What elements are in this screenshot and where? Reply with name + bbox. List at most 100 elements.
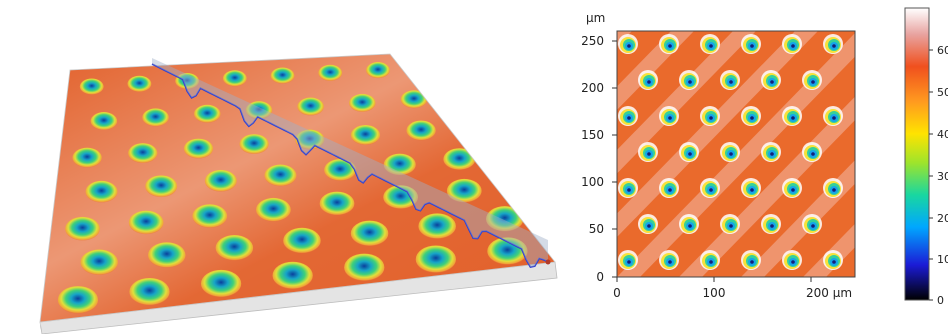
map-pit bbox=[782, 34, 802, 54]
surface-pit bbox=[183, 138, 214, 159]
surface-pit bbox=[383, 185, 419, 210]
map-pit bbox=[782, 178, 802, 198]
map-pit bbox=[659, 178, 679, 198]
surface-pit bbox=[297, 97, 324, 116]
map-pit bbox=[659, 250, 679, 270]
surface-pit bbox=[148, 242, 186, 269]
surface-pit bbox=[486, 206, 524, 232]
surface-pit bbox=[270, 67, 295, 84]
surface-pit bbox=[366, 62, 390, 79]
surface-pit bbox=[487, 237, 528, 266]
map-pit bbox=[741, 178, 761, 198]
surface-pit bbox=[192, 204, 228, 229]
surface-pit bbox=[142, 108, 169, 127]
surface-pit bbox=[200, 269, 242, 298]
surface-pit bbox=[350, 220, 389, 247]
map-pit bbox=[782, 106, 802, 126]
map-pit bbox=[802, 70, 822, 90]
map-pit bbox=[679, 214, 699, 234]
surface-pit bbox=[175, 72, 200, 90]
surface-pits bbox=[57, 62, 528, 314]
map-stripe bbox=[927, 31, 948, 277]
surface-pit bbox=[128, 143, 158, 164]
map-stripe bbox=[803, 223, 855, 277]
surface-pit bbox=[80, 249, 118, 276]
surface-pit bbox=[72, 147, 102, 168]
surface-pit bbox=[204, 169, 237, 192]
map-pit bbox=[823, 34, 843, 54]
scale-tick-30: 30 bbox=[937, 170, 948, 183]
surface-pit bbox=[319, 191, 355, 216]
map-pit bbox=[741, 250, 761, 270]
profile-shade bbox=[152, 58, 548, 268]
map-stripe bbox=[679, 96, 855, 277]
surface-pit bbox=[272, 261, 313, 290]
y-axis: 0 50 100 150 200 250 bbox=[581, 34, 617, 284]
map-stripe bbox=[617, 33, 855, 277]
x-tick-100: 100 bbox=[703, 286, 726, 300]
x-tick-0: 0 bbox=[613, 286, 621, 300]
map-pit bbox=[659, 106, 679, 126]
map-pit bbox=[638, 70, 658, 90]
surface-pit bbox=[443, 148, 476, 171]
scale-tick-60: 60 bbox=[937, 44, 948, 57]
map-pit bbox=[638, 214, 658, 234]
surface-pit bbox=[383, 153, 416, 176]
y-axis-unit: µm bbox=[586, 11, 605, 25]
map-pit bbox=[823, 178, 843, 198]
map-pit bbox=[720, 214, 740, 234]
map-pit bbox=[761, 214, 781, 234]
surface-pit bbox=[256, 197, 291, 222]
y-tick-100: 100 bbox=[581, 175, 604, 189]
surface-pit bbox=[349, 93, 376, 113]
map-pit bbox=[741, 34, 761, 54]
surface-pit bbox=[446, 178, 482, 203]
y-tick-200: 200 bbox=[581, 81, 604, 95]
surface-pit bbox=[418, 213, 456, 240]
map-pit bbox=[761, 70, 781, 90]
map-pit bbox=[741, 106, 761, 126]
map-stripe bbox=[617, 31, 756, 174]
surface-pit bbox=[295, 129, 325, 150]
map-pit bbox=[679, 142, 699, 162]
map-pit bbox=[618, 178, 638, 198]
surface-pit bbox=[400, 90, 428, 109]
x-tick-200: 200 µm bbox=[806, 286, 852, 300]
map-pit bbox=[638, 142, 658, 162]
surface-pit bbox=[85, 180, 118, 203]
scale-tick-40: 40 bbox=[937, 128, 948, 141]
scale-tick-20: 20 bbox=[937, 212, 948, 225]
scale-tick-0: 0 bbox=[937, 294, 944, 307]
map-pit bbox=[802, 142, 822, 162]
scale-tick-50: 50 bbox=[937, 86, 948, 99]
height-map-2d[interactable] bbox=[369, 30, 948, 278]
surface-pit bbox=[415, 245, 456, 274]
map-pit bbox=[720, 142, 740, 162]
surface-pit bbox=[283, 227, 321, 254]
surface-pit bbox=[318, 64, 343, 82]
map-pit bbox=[823, 106, 843, 126]
color-scale-ticks: 0 10 20 30 40 50 60 bbox=[929, 44, 948, 307]
map-pit bbox=[618, 106, 638, 126]
color-scale-bar[interactable] bbox=[904, 7, 930, 301]
surface-pit bbox=[90, 112, 118, 131]
surface-pit bbox=[145, 175, 178, 198]
surface-pit bbox=[406, 120, 436, 141]
profile-line bbox=[151, 63, 549, 269]
surface-pit bbox=[215, 235, 254, 261]
map-pit bbox=[720, 70, 740, 90]
surface-3d-view[interactable] bbox=[0, 0, 570, 334]
map-pit bbox=[782, 250, 802, 270]
map-pit bbox=[700, 250, 720, 270]
surface-pit bbox=[65, 216, 100, 241]
map-pit bbox=[700, 178, 720, 198]
map-pit bbox=[761, 142, 781, 162]
surface-pit bbox=[57, 286, 99, 314]
y-tick-0: 0 bbox=[596, 270, 604, 284]
surface-pit bbox=[222, 70, 247, 87]
surface-pit bbox=[324, 159, 357, 182]
map-pit bbox=[823, 250, 843, 270]
surface-pit bbox=[79, 78, 104, 95]
y-tick-150: 150 bbox=[581, 128, 604, 142]
scale-tick-10: 10 bbox=[937, 253, 948, 266]
